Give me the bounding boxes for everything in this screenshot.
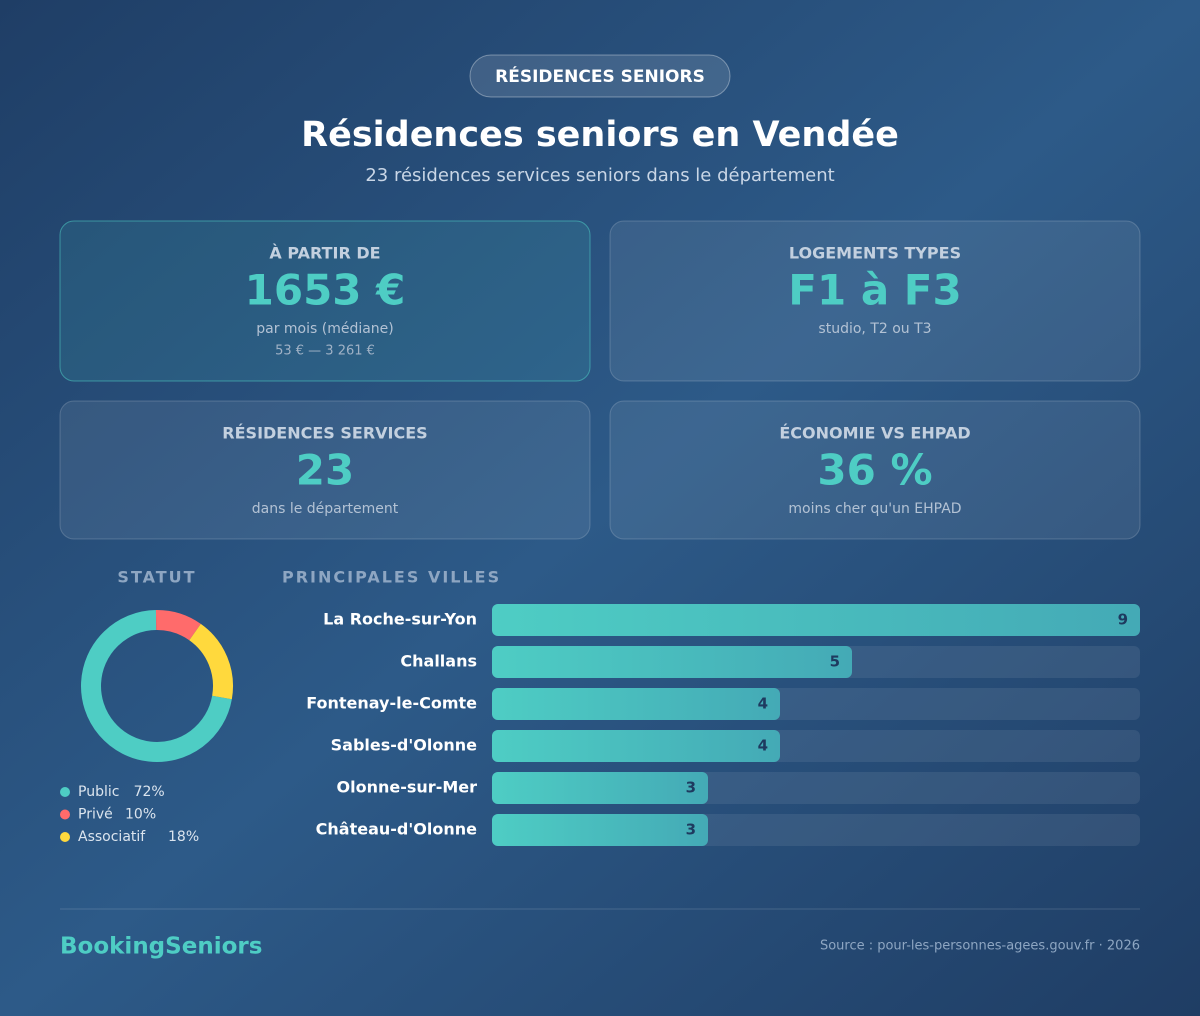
stat-card xyxy=(609,400,1141,540)
stat-card xyxy=(609,220,1141,382)
bar-category: Château-d'Olonne xyxy=(316,820,477,839)
card-sub: dans le département xyxy=(252,501,399,517)
bar-category: La Roche-sur-Yon xyxy=(323,610,477,629)
bar-category: Fontenay-le-Comte xyxy=(306,694,477,713)
card-value: 36 % xyxy=(817,446,932,495)
card-value: 1653 € xyxy=(245,266,406,315)
bar xyxy=(492,730,780,762)
bar xyxy=(492,814,708,846)
legend-name: Public xyxy=(78,784,119,800)
card-value: 23 xyxy=(296,446,354,495)
stat-card xyxy=(59,400,591,540)
bar-value: 9 xyxy=(1118,611,1128,629)
donut-slice xyxy=(188,623,233,700)
bar-value: 4 xyxy=(758,695,768,713)
card-sub: moins cher qu'un EHPAD xyxy=(788,501,961,517)
legend-value: 18% xyxy=(168,829,199,845)
bar-value: 5 xyxy=(830,653,840,671)
donut-slice xyxy=(155,610,201,641)
card-label: À PARTIR DE xyxy=(269,244,380,263)
donut-slice xyxy=(81,610,232,762)
legend-dot xyxy=(60,832,70,842)
card-label: ÉCONOMIE VS EHPAD xyxy=(779,424,970,443)
card-extra: 53 € — 3 261 € xyxy=(275,344,375,359)
bar-category: Olonne-sur-Mer xyxy=(337,778,478,797)
card-value: F1 à F3 xyxy=(788,266,961,315)
bar xyxy=(492,772,708,804)
bar xyxy=(492,646,852,678)
badge xyxy=(469,54,731,98)
card-label: LOGEMENTS TYPES xyxy=(789,244,961,263)
card-sub: studio, T2 ou T3 xyxy=(818,321,931,337)
stat-card xyxy=(59,220,591,382)
brand: BookingSeniors xyxy=(60,934,262,960)
bar-value: 4 xyxy=(758,737,768,755)
chart-title: PRINCIPALES VILLES xyxy=(282,568,501,587)
chart-title: STATUT xyxy=(117,568,196,587)
legend-dot xyxy=(60,809,70,820)
bar-category: Sables-d'Olonne xyxy=(331,736,477,755)
legend-name: Associatif xyxy=(78,829,146,845)
bar-category: Challans xyxy=(400,652,477,671)
subtitle: 23 résidences services seniors dans le d… xyxy=(365,165,834,186)
card-label: RÉSIDENCES SERVICES xyxy=(222,424,427,443)
bar xyxy=(492,688,780,720)
card-sub: par mois (médiane) xyxy=(256,321,394,337)
legend-name: Privé xyxy=(78,807,113,823)
legend-value: 10% xyxy=(125,807,156,823)
badge-text: RÉSIDENCES SENIORS xyxy=(495,65,705,87)
source: Source : pour-les-personnes-agees.gouv.f… xyxy=(820,939,1140,954)
bar-value: 3 xyxy=(686,821,696,839)
bar xyxy=(492,604,1140,636)
title: Résidences seniors en Vendée xyxy=(301,115,899,155)
legend-value: 72% xyxy=(134,784,165,800)
legend-dot xyxy=(60,787,70,797)
bar-value: 3 xyxy=(686,779,696,797)
